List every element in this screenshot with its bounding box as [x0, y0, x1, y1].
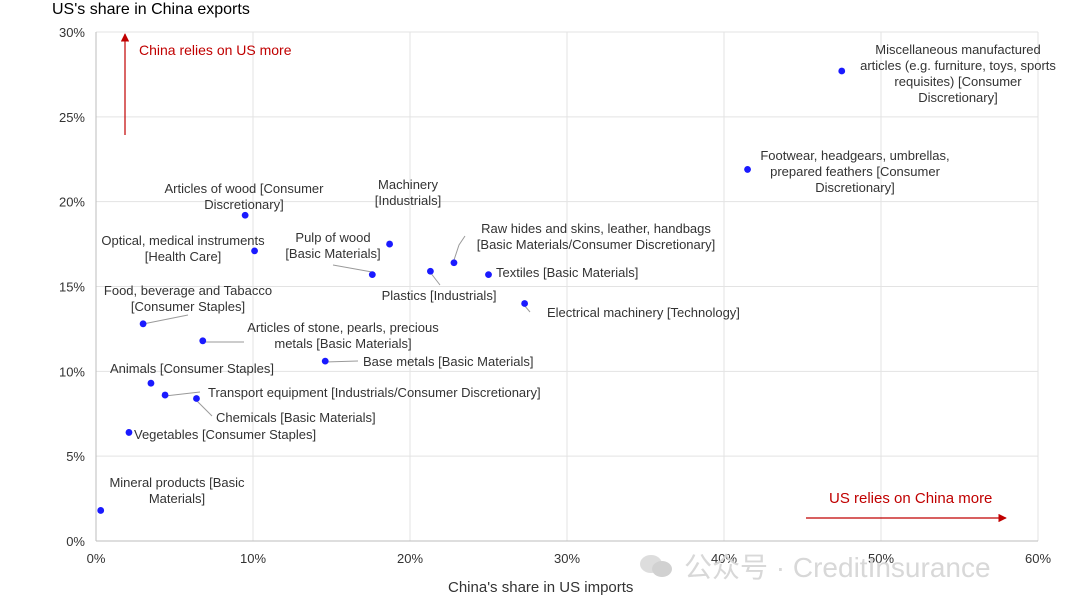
leader-line	[332, 264, 373, 273]
y-tick-label: 15%	[59, 280, 85, 295]
data-point-label: Plastics [Industrials]	[382, 288, 497, 303]
data-point-label: Vegetables [Consumer Staples]	[134, 427, 316, 442]
data-point	[368, 271, 376, 279]
y-tick-label: 5%	[66, 449, 85, 464]
data-point	[485, 271, 492, 279]
leader-line	[164, 391, 201, 397]
data-point	[139, 320, 147, 328]
data-point	[97, 507, 105, 514]
data-point	[125, 429, 133, 436]
data-point-label: [Industrials]	[375, 193, 441, 208]
data-point-label: [Health Care]	[145, 249, 222, 264]
data-point-label: metals [Basic Materials]	[274, 336, 411, 351]
x-tick-label: 30%	[554, 551, 580, 566]
y-tick-label: 25%	[59, 110, 85, 125]
data-point-label: Food, beverage and Tabacco	[104, 283, 272, 298]
data-point	[386, 240, 393, 248]
data-point-label: Machinery	[378, 177, 438, 192]
data-point	[521, 300, 529, 307]
wechat-bubbles-icon	[640, 553, 674, 579]
data-point	[241, 211, 249, 219]
x-tick-label: 60%	[1025, 551, 1051, 566]
data-point-label: Mineral products [Basic	[109, 475, 245, 490]
data-point-label: Textiles [Basic Materials]	[496, 265, 638, 280]
y-tick-label: 30%	[59, 25, 85, 40]
china-relies-annotation: China relies on US more	[139, 42, 292, 58]
x-tick-label: 10%	[240, 551, 266, 566]
data-point-label: Discretionary]	[815, 180, 894, 195]
y-tick-label: 20%	[59, 195, 85, 210]
data-point-label: requisites) [Consumer	[894, 74, 1022, 89]
us-relies-annotation: US relies on China more	[829, 490, 992, 507]
data-point-label: Footwear, headgears, umbrellas,	[760, 148, 949, 163]
data-point	[147, 379, 155, 387]
data-point-label: Articles of stone, pearls, precious	[247, 320, 439, 335]
data-point	[161, 391, 169, 399]
data-point-label: Base metals [Basic Materials]	[363, 354, 534, 369]
data-point	[199, 337, 207, 345]
leader-line	[453, 235, 466, 261]
data-point	[744, 166, 751, 173]
data-point	[321, 357, 329, 365]
y-axis-title: US's share in China exports	[52, 1, 250, 18]
data-point	[450, 259, 458, 267]
x-axis-title: China's share in US imports	[448, 579, 634, 596]
data-point-label: Transport equipment [Industrials/Consume…	[208, 385, 541, 400]
x-tick-label: 40%	[711, 551, 737, 566]
data-point-label: Materials]	[149, 491, 205, 506]
data-point-label: prepared feathers [Consumer	[770, 164, 940, 179]
y-tick-label: 0%	[66, 534, 85, 549]
x-tick-label: 0%	[87, 551, 106, 566]
data-point-label: Chemicals [Basic Materials]	[216, 410, 376, 425]
leader-line	[324, 360, 359, 363]
data-point-label: Discretionary]	[204, 197, 283, 212]
data-point-label: Optical, medical instruments	[101, 233, 265, 248]
data-point-label: Raw hides and skins, leather, handbags	[481, 221, 711, 236]
leader-line	[194, 398, 213, 417]
data-point	[838, 67, 846, 75]
data-point-label: [Basic Materials/Consumer Discretionary]	[477, 237, 715, 252]
data-point-label: Animals [Consumer Staples]	[110, 361, 274, 376]
y-tick-label: 10%	[59, 364, 85, 379]
x-tick-label: 50%	[868, 551, 894, 566]
data-point	[251, 247, 258, 255]
data-point-label: [Basic Materials]	[285, 246, 380, 261]
data-point-label: [Consumer Staples]	[131, 299, 245, 314]
watermark-text: 公众号 · CreditInsurance	[684, 552, 991, 583]
data-point-label: Articles of wood [Consumer	[165, 181, 325, 196]
data-point-label: articles (e.g. furniture, toys, sports	[860, 58, 1056, 73]
watermark: 公众号 · CreditInsurance	[640, 546, 991, 586]
leader-line	[142, 314, 189, 325]
data-point-label: Pulp of wood	[295, 230, 370, 245]
x-tick-label: 20%	[397, 551, 423, 566]
data-point-label: Electrical machinery [Technology]	[547, 305, 740, 320]
data-point	[427, 267, 434, 275]
data-point-label: Miscellaneous manufactured	[875, 42, 1040, 57]
data-point	[193, 395, 200, 402]
data-point-label: Discretionary]	[918, 90, 997, 105]
